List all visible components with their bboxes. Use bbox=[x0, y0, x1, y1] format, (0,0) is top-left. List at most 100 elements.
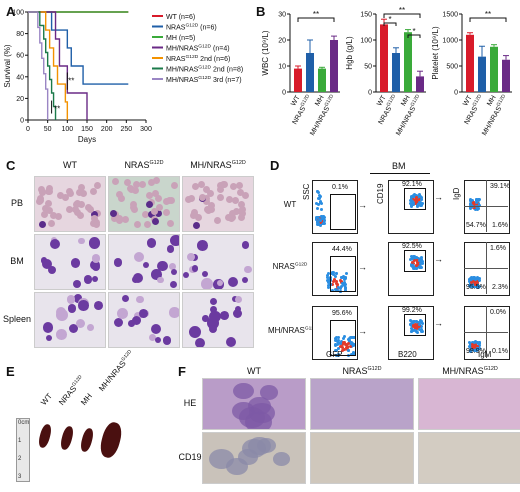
event-dot bbox=[340, 276, 344, 280]
event-dot bbox=[342, 347, 346, 351]
cell bbox=[197, 181, 205, 189]
event-dot bbox=[411, 329, 415, 333]
facs-plot bbox=[312, 180, 358, 234]
event-dot bbox=[339, 341, 343, 345]
cell bbox=[68, 304, 77, 313]
event-dot bbox=[409, 257, 412, 261]
event-dot bbox=[413, 259, 417, 263]
cell bbox=[77, 200, 85, 208]
event-dot bbox=[335, 339, 339, 343]
sig-bracket bbox=[383, 13, 421, 18]
column-label: NRASG12D bbox=[124, 160, 164, 170]
bar-nras bbox=[392, 53, 400, 92]
cell bbox=[41, 259, 52, 270]
event-dot bbox=[469, 203, 473, 207]
cell bbox=[214, 216, 222, 224]
x-tick-label: 100 bbox=[61, 126, 73, 133]
event-dot bbox=[333, 275, 337, 279]
cell bbox=[217, 186, 225, 194]
sig-bracket bbox=[469, 17, 507, 22]
micrograph bbox=[182, 292, 254, 348]
event-dot bbox=[415, 320, 419, 324]
event-dot bbox=[343, 280, 346, 284]
panel-d-label: D bbox=[270, 158, 280, 173]
event-dot bbox=[409, 319, 413, 323]
gfp-percent: 44.4% bbox=[332, 246, 352, 253]
gfp-gate bbox=[330, 320, 356, 356]
cell bbox=[44, 199, 52, 207]
event-dot bbox=[341, 337, 345, 341]
quadrant-percent: 54.7% bbox=[466, 222, 486, 229]
event-dot bbox=[469, 343, 473, 347]
event-dot bbox=[335, 280, 339, 284]
cell bbox=[197, 240, 209, 252]
cell bbox=[130, 205, 138, 213]
event-dot bbox=[410, 255, 414, 259]
y-tick-label: 60 bbox=[16, 53, 24, 60]
cell bbox=[157, 277, 164, 284]
event-dot bbox=[472, 279, 476, 283]
follicle bbox=[249, 402, 276, 424]
event-dot bbox=[316, 220, 320, 224]
gfp-gate bbox=[330, 194, 356, 230]
row-label: CD19 bbox=[178, 452, 202, 462]
event-dot bbox=[411, 319, 415, 323]
gfp-percent: 95.6% bbox=[332, 310, 352, 317]
event-dot bbox=[340, 284, 344, 288]
event-dot bbox=[415, 260, 419, 264]
cell bbox=[111, 177, 119, 185]
column-label: NRASG12D bbox=[342, 366, 382, 376]
ruler-mark: 3 bbox=[18, 474, 22, 480]
cell bbox=[78, 300, 89, 311]
cell bbox=[187, 253, 196, 262]
event-dot bbox=[475, 344, 479, 348]
event-dot bbox=[420, 321, 424, 325]
cell bbox=[55, 212, 63, 220]
cell bbox=[127, 320, 135, 327]
event-dot bbox=[419, 204, 423, 208]
event-dot bbox=[337, 336, 341, 340]
event-dot bbox=[317, 203, 321, 207]
event-dot bbox=[419, 329, 423, 333]
cell bbox=[238, 206, 246, 214]
event-dot bbox=[318, 217, 322, 221]
event-dot bbox=[343, 342, 347, 346]
cell bbox=[152, 189, 160, 197]
event-dot bbox=[319, 215, 323, 219]
y-tick-label: 40 bbox=[16, 74, 24, 81]
legend-label: MH (n=5) bbox=[166, 35, 195, 42]
cd19-axis-label: CD19 bbox=[376, 183, 385, 204]
quadrant-percent: 0.0% bbox=[490, 309, 506, 316]
micrograph bbox=[34, 176, 106, 232]
cell bbox=[155, 210, 163, 218]
event-dot bbox=[413, 266, 417, 270]
series-line-mhnras3rd bbox=[28, 11, 49, 120]
event-dot bbox=[419, 195, 423, 199]
event-dot bbox=[352, 342, 356, 346]
arrow-icon: → bbox=[434, 254, 443, 264]
bar-wt bbox=[294, 68, 302, 92]
series-line-nras2nd bbox=[28, 11, 69, 120]
cell bbox=[36, 196, 44, 204]
column-label: WT bbox=[63, 160, 77, 170]
event-dot bbox=[351, 335, 355, 339]
cell bbox=[41, 204, 49, 212]
cell bbox=[92, 254, 101, 263]
histology-image bbox=[310, 378, 414, 430]
legend-label: MH/NRASG12D 3rd (n=7) bbox=[166, 75, 242, 84]
cell bbox=[232, 207, 240, 215]
facs-plot bbox=[388, 242, 434, 296]
event-dot bbox=[410, 198, 414, 202]
event-dot bbox=[335, 272, 339, 276]
event-dot bbox=[410, 329, 414, 333]
cell bbox=[169, 280, 177, 288]
column-label: MH/NRASG12D bbox=[442, 366, 498, 376]
event-dot bbox=[339, 344, 343, 348]
histology-image bbox=[418, 432, 520, 484]
row-label: HE bbox=[183, 398, 197, 408]
cell bbox=[70, 258, 80, 268]
bm-header: BM bbox=[392, 161, 406, 171]
cell bbox=[88, 237, 101, 249]
cell bbox=[133, 251, 144, 262]
bar-wt bbox=[380, 24, 388, 92]
